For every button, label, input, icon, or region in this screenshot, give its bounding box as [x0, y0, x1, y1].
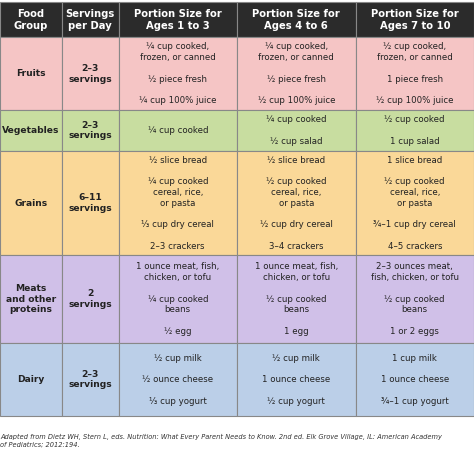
Text: Dairy: Dairy: [17, 375, 45, 384]
Bar: [0, 2, 62, 37]
Bar: [237, 343, 356, 416]
Text: 2–3
servings: 2–3 servings: [68, 64, 112, 84]
Bar: [118, 37, 237, 110]
Bar: [356, 151, 474, 255]
Bar: [0, 343, 62, 416]
Bar: [356, 343, 474, 416]
Bar: [0, 151, 62, 255]
Text: 1 ounce meat, fish,
chicken, or tofu

¼ cup cooked
beans

½ egg: 1 ounce meat, fish, chicken, or tofu ¼ c…: [136, 262, 219, 336]
Bar: [118, 151, 237, 255]
Text: Fruits: Fruits: [16, 69, 46, 78]
Bar: [62, 2, 118, 37]
Text: ¼ cup cooked,
frozen, or canned

½ piece fresh

½ cup 100% juice: ¼ cup cooked, frozen, or canned ½ piece …: [257, 42, 335, 105]
Bar: [237, 110, 356, 151]
Bar: [0, 37, 62, 110]
Bar: [118, 343, 237, 416]
Bar: [62, 255, 118, 343]
Bar: [237, 2, 356, 37]
Text: ½ cup milk

½ ounce cheese

⅓ cup yogurt: ½ cup milk ½ ounce cheese ⅓ cup yogurt: [142, 354, 213, 406]
Bar: [356, 37, 474, 110]
Text: Food
Group: Food Group: [14, 9, 48, 31]
Text: Portion Size for
Ages 7 to 10: Portion Size for Ages 7 to 10: [371, 9, 459, 31]
Text: Servings
per Day: Servings per Day: [65, 9, 115, 31]
Bar: [356, 110, 474, 151]
Text: ½ slice bread

¼ cup cooked
cereal, rice,
or pasta

⅓ cup dry cereal

2–3 cracke: ½ slice bread ¼ cup cooked cereal, rice,…: [141, 156, 214, 251]
Text: Meats
and other
proteins: Meats and other proteins: [6, 284, 56, 314]
Bar: [62, 151, 118, 255]
Text: ¼ cup cooked: ¼ cup cooked: [147, 126, 208, 135]
Text: Portion Size for
Ages 4 to 6: Portion Size for Ages 4 to 6: [252, 9, 340, 31]
Bar: [356, 255, 474, 343]
Text: ½ cup cooked

1 cup salad: ½ cup cooked 1 cup salad: [384, 115, 445, 146]
Bar: [0, 110, 62, 151]
Text: Portion Size for
Ages 1 to 3: Portion Size for Ages 1 to 3: [134, 9, 222, 31]
Bar: [118, 2, 237, 37]
Bar: [62, 343, 118, 416]
Text: ¼ cup cooked,
frozen, or canned

½ piece fresh

¼ cup 100% juice: ¼ cup cooked, frozen, or canned ½ piece …: [139, 42, 217, 105]
Text: Grains: Grains: [14, 198, 47, 208]
Text: 1 cup milk

1 ounce cheese

¾–1 cup yogurt: 1 cup milk 1 ounce cheese ¾–1 cup yogurt: [381, 354, 449, 406]
Bar: [237, 151, 356, 255]
Text: ½ cup cooked,
frozen, or canned

1 piece fresh

½ cup 100% juice: ½ cup cooked, frozen, or canned 1 piece …: [376, 42, 454, 105]
Text: ¼ cup cooked

½ cup salad: ¼ cup cooked ½ cup salad: [266, 115, 327, 146]
Text: ½ cup milk

1 ounce cheese

½ cup yogurt: ½ cup milk 1 ounce cheese ½ cup yogurt: [262, 354, 330, 406]
Bar: [118, 110, 237, 151]
Bar: [62, 110, 118, 151]
Bar: [0, 255, 62, 343]
Text: 2
servings: 2 servings: [68, 290, 112, 309]
Text: Adapted from Dietz WH, Stern L, eds. Nutrition: What Every Parent Needs to Know.: Adapted from Dietz WH, Stern L, eds. Nut…: [0, 434, 442, 447]
Bar: [62, 37, 118, 110]
Text: 2–3
servings: 2–3 servings: [68, 120, 112, 141]
Text: 1 slice bread

½ cup cooked
cereal, rice,
or pasta

¾–1 cup dry cereal

4–5 crac: 1 slice bread ½ cup cooked cereal, rice,…: [374, 156, 456, 251]
Text: Vegetables: Vegetables: [2, 126, 60, 135]
Bar: [118, 255, 237, 343]
Text: 2–3 ounces meat,
fish, chicken, or tofu

½ cup cooked
beans

1 or 2 eggs: 2–3 ounces meat, fish, chicken, or tofu …: [371, 262, 459, 336]
Text: 1 ounce meat, fish,
chicken, or tofu

½ cup cooked
beans

1 egg: 1 ounce meat, fish, chicken, or tofu ½ c…: [255, 262, 338, 336]
Text: 2–3
servings: 2–3 servings: [68, 370, 112, 389]
Bar: [237, 255, 356, 343]
Text: 6–11
servings: 6–11 servings: [68, 193, 112, 213]
Text: ½ slice bread

½ cup cooked
cereal, rice,
or pasta

½ cup dry cereal

3–4 cracke: ½ slice bread ½ cup cooked cereal, rice,…: [260, 156, 333, 251]
Bar: [237, 37, 356, 110]
Bar: [356, 2, 474, 37]
